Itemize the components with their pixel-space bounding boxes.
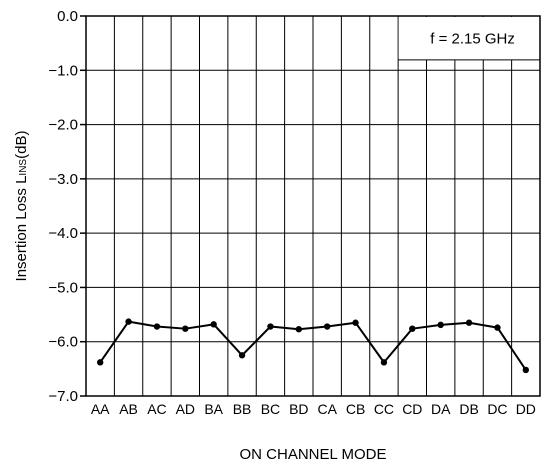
- x-tick-label: CA: [317, 401, 337, 417]
- x-tick-label: BC: [261, 401, 280, 417]
- annotation-box: f = 2.15 GHz: [398, 17, 540, 61]
- y-axis-label-main: Insertion Loss L: [13, 176, 30, 282]
- x-tick-label: CD: [402, 401, 422, 417]
- data-point: [96, 359, 104, 366]
- y-axis-label-sub: INS: [18, 159, 29, 176]
- data-point: [380, 359, 388, 366]
- data-point: [295, 326, 303, 333]
- data-point: [465, 319, 473, 326]
- data-point: [352, 319, 359, 326]
- x-tick-label: DC: [487, 401, 507, 417]
- grid: [86, 16, 540, 396]
- x-axis-ticks: AA AB AC AD BA BB BC BD CA CB CC CD DA DB DC DD: [91, 401, 536, 417]
- y-tick-label: −4.0: [48, 225, 78, 242]
- x-tick-label: CB: [346, 401, 365, 417]
- data-point: [522, 366, 530, 374]
- data-point: [182, 325, 189, 332]
- x-tick-label: AC: [147, 401, 166, 417]
- data-point: [210, 321, 217, 328]
- x-tick-label: AA: [91, 401, 110, 417]
- series: [96, 318, 530, 374]
- x-tick-label: DB: [459, 401, 478, 417]
- y-axis-label-unit: (dB): [13, 131, 30, 159]
- y-tick-label: −7.0: [48, 388, 78, 405]
- x-tick-label: BB: [233, 401, 252, 417]
- x-tick-label: BD: [289, 401, 308, 417]
- series-line: [99, 320, 527, 371]
- y-tick-label: 0.0: [57, 8, 78, 25]
- y-axis-ticks: 0.0 −1.0 −2.0 −3.0 −4.0 −5.0 −6.0 −7.0: [48, 8, 86, 405]
- data-point: [267, 323, 274, 330]
- x-tick-label: DD: [516, 401, 536, 417]
- data-point: [153, 323, 161, 330]
- y-tick-label: −2.0: [48, 117, 78, 134]
- y-tick-label: −3.0: [48, 171, 78, 188]
- data-point: [437, 321, 444, 329]
- data-point: [323, 323, 331, 330]
- data-point: [238, 352, 246, 359]
- y-tick-label: −5.0: [48, 279, 78, 296]
- annotation-text: f = 2.15 GHz: [430, 30, 515, 47]
- x-tick-label: CC: [374, 401, 394, 417]
- y-axis-label: Insertion Loss LINS(dB): [13, 131, 30, 282]
- plot-frame: [85, 15, 541, 397]
- x-tick-label: BA: [204, 401, 223, 417]
- annotation-background: [398, 17, 540, 60]
- x-tick-label: DA: [431, 401, 451, 417]
- data-point: [409, 325, 416, 332]
- data-point: [494, 324, 501, 331]
- x-tick-label: AB: [119, 401, 138, 417]
- y-tick-label: −6.0: [48, 334, 78, 351]
- y-tick-label: −1.0: [48, 62, 78, 79]
- x-tick-label: AD: [176, 401, 195, 417]
- data-point: [125, 318, 132, 325]
- x-axis-label: ON CHANNEL MODE: [240, 446, 387, 463]
